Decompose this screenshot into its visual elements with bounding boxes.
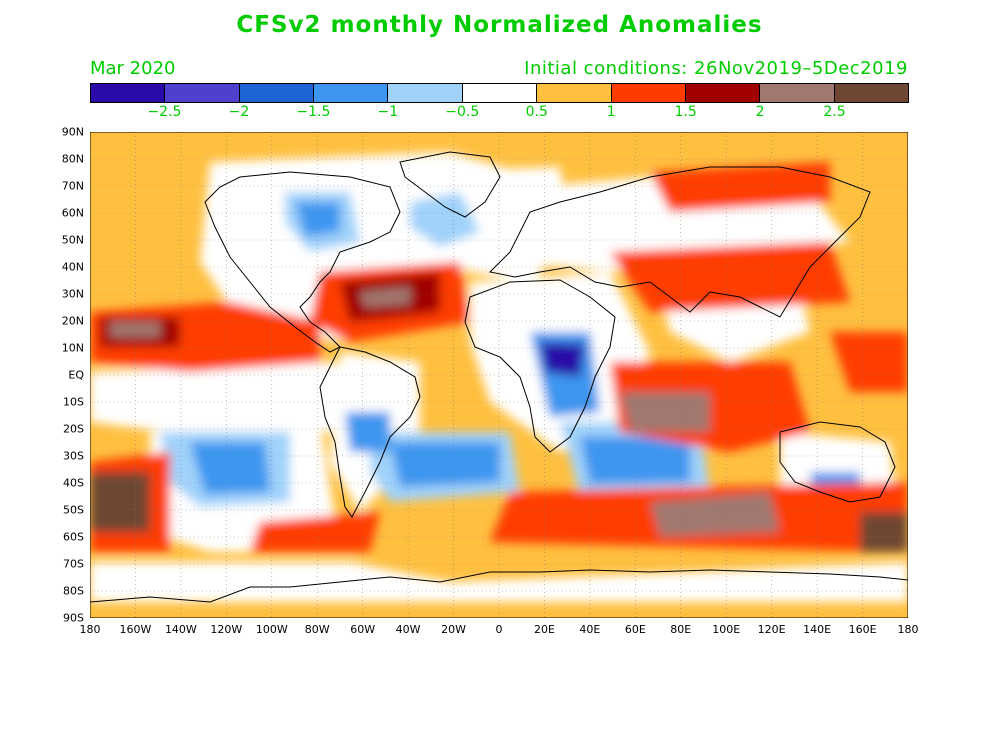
latitude-label: 80N (61, 152, 84, 166)
legend-swatch (388, 84, 463, 102)
legend-swatch (611, 84, 686, 102)
coast-africa (464, 279, 616, 453)
legend-label: 2.5 (823, 104, 846, 120)
longitude-label: 80E (670, 623, 692, 636)
latitude-label: 50N (61, 233, 84, 247)
map-canvas (89, 131, 909, 619)
legend-swatch (537, 84, 612, 102)
color-legend-bar (90, 83, 909, 103)
longitude-label: 140E (803, 623, 832, 636)
cold-core-south-indian (580, 437, 690, 484)
cold-core-canada (295, 202, 340, 237)
legend-label: −1.5 (296, 104, 331, 120)
longitude-label: 20E (533, 623, 555, 636)
legend-label: 1 (606, 104, 616, 120)
extreme-region-south-pacific-west (90, 472, 150, 532)
anomaly-map (89, 131, 909, 619)
latitude-label: 40N (61, 260, 84, 274)
warm-region-west-pacific (830, 332, 908, 392)
coastlines (90, 151, 908, 603)
very-hot-north-atlantic (360, 287, 410, 307)
legend-label: −1 (377, 104, 399, 120)
very-hot-north-pacific (110, 322, 160, 337)
latitude-label: 60S (63, 530, 84, 544)
longitude-label: 140W (164, 623, 197, 636)
latitude-label: 40S (63, 476, 84, 490)
coast-eurasia (488, 166, 871, 318)
latitude-label: 30S (63, 449, 84, 463)
longitude-label: 160E (848, 623, 877, 636)
cold-region-brazil (345, 412, 390, 452)
cold-core-south-atlantic (390, 442, 500, 487)
latitude-label: 20N (61, 314, 84, 328)
latitude-label: 90S (63, 611, 84, 625)
legend-swatch (239, 84, 315, 102)
cold-region-greenland-sea (410, 192, 480, 247)
longitude-label: 100W (255, 623, 288, 636)
cold-core-central-africa (540, 342, 585, 377)
legend-swatch (91, 84, 166, 102)
warm-region-asia (610, 242, 850, 312)
graticule (90, 132, 908, 618)
legend-label: 0.5 (525, 104, 548, 120)
coast-north-america (204, 171, 401, 353)
latitude-label: 20S (63, 422, 84, 436)
latitude-label: EQ (68, 368, 84, 382)
color-legend-labels: −2.5 −2 −1.5 −1 −0.5 0.5 1 1.5 2 2.5 (90, 104, 909, 122)
longitude-label: 60W (350, 623, 376, 636)
legend-label: −0.5 (445, 104, 480, 120)
cold-core-south-pacific (190, 442, 270, 494)
coast-greenland (399, 151, 501, 218)
legend-swatch (314, 84, 389, 102)
latitude-label: 10S (63, 395, 84, 409)
longitude-label: 160W (119, 623, 152, 636)
legend-label: 2 (755, 104, 765, 120)
warm-region-siberia (650, 162, 830, 212)
longitude-label: 0 (495, 623, 503, 636)
very-hot-southern-ocean (650, 492, 780, 537)
neutral-region-antarctic (90, 562, 908, 602)
warm-region-south-east-pacific (250, 512, 380, 552)
legend-swatch (685, 84, 761, 102)
latitude-label: 70N (61, 179, 84, 193)
longitude-label: 120W (210, 623, 243, 636)
longitude-label: 40E (579, 623, 601, 636)
initial-conditions: Initial conditions: 26Nov2019–5Dec2019 (524, 58, 908, 79)
latitude-label: 60N (61, 206, 84, 220)
legend-swatch (462, 84, 538, 102)
longitude-label: 180 (897, 623, 919, 636)
coast-south-america (319, 346, 421, 518)
latitude-label: 10N (61, 341, 84, 355)
coast-australia (779, 421, 896, 503)
forecast-month: Mar 2020 (90, 58, 176, 79)
coast-antarctica (90, 569, 908, 603)
extreme-region-south-east (860, 512, 908, 552)
latitude-label: 50S (63, 503, 84, 517)
longitude-label: 60E (624, 623, 646, 636)
legend-swatch (165, 84, 240, 102)
longitude-label: 40W (395, 623, 421, 636)
very-hot-indian-ocean (620, 392, 710, 432)
longitude-label: 100E (712, 623, 741, 636)
legend-label: −2 (228, 104, 250, 120)
legend-label: 1.5 (674, 104, 697, 120)
chart-title: CFSv2 monthly Normalized Anomalies (236, 12, 763, 38)
longitude-label: 20W (441, 623, 466, 636)
legend-swatch (760, 84, 835, 102)
longitude-label: 120E (757, 623, 786, 636)
legend-label: −2.5 (147, 104, 182, 120)
latitude-label: 90N (61, 125, 84, 139)
longitude-label: 180 (79, 623, 101, 636)
latitude-label: 80S (63, 584, 84, 598)
anomaly-field (90, 152, 908, 602)
latitude-label: 30N (61, 287, 84, 301)
latitude-label: 70S (63, 557, 84, 571)
legend-swatch (834, 84, 908, 102)
longitude-label: 80W (304, 623, 330, 636)
